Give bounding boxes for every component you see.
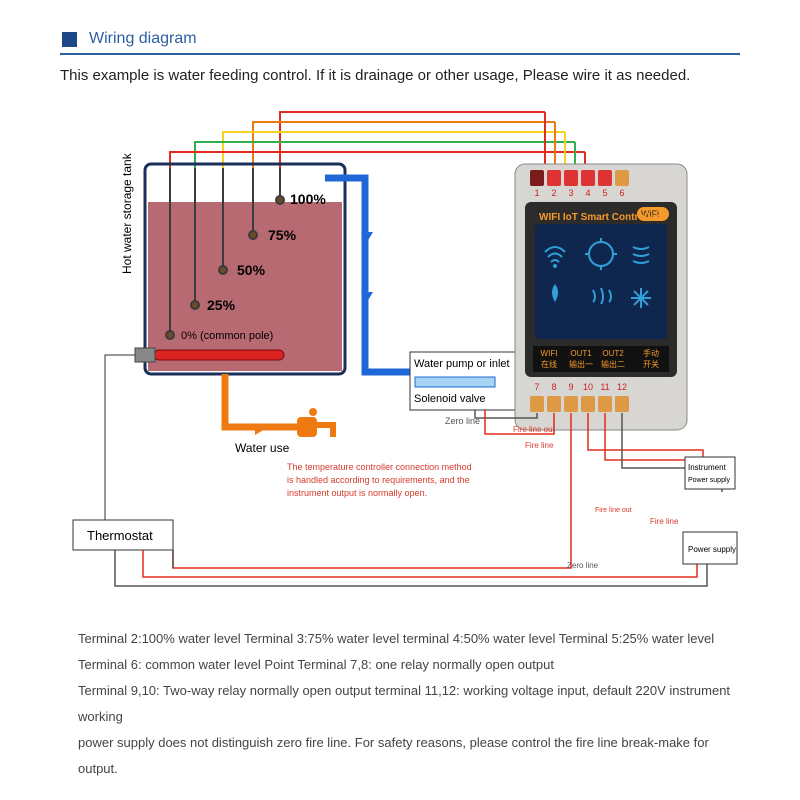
header-square	[62, 32, 77, 47]
svg-text:6: 6	[619, 188, 624, 198]
svg-text:100%: 100%	[290, 191, 326, 207]
svg-text:Zero line: Zero line	[445, 416, 480, 426]
svg-text:7: 7	[534, 382, 539, 392]
svg-text:10: 10	[583, 382, 593, 392]
svg-text:instrument output is normally: instrument output is normally open.	[287, 488, 427, 498]
svg-text:Solenoid valve: Solenoid valve	[414, 393, 486, 405]
svg-text:is handled according to requir: is handled according to requirements, an…	[287, 475, 470, 485]
legend-line: Terminal 6: common water level Point Ter…	[78, 652, 742, 678]
svg-text:在线: 在线	[541, 359, 557, 369]
header-rule	[60, 53, 740, 55]
svg-text:50%: 50%	[237, 262, 266, 278]
svg-text:25%: 25%	[207, 297, 236, 313]
wire-red	[280, 112, 545, 187]
svg-text:9: 9	[568, 382, 573, 392]
right-boxes: Instrument Power supply Power supply	[683, 457, 737, 564]
svg-text:Power supply: Power supply	[688, 545, 736, 554]
svg-text:2: 2	[551, 188, 556, 198]
svg-text:11: 11	[600, 382, 609, 392]
svg-text:Water pump or inlet: Water pump or inlet	[414, 358, 510, 370]
svg-text:Hot water storage tank: Hot water storage tank	[120, 152, 134, 274]
tank: 100% 75% 50% 25% 0% (common pole) Hot wa…	[120, 152, 345, 374]
legend-line: Terminal 9,10: Two-way relay normally op…	[78, 678, 742, 730]
intro-text: This example is water feeding control. I…	[60, 67, 740, 84]
svg-text:75%: 75%	[268, 227, 297, 243]
wiring-diagram: 100% 75% 50% 25% 0% (common pole) Hot wa…	[55, 92, 745, 612]
outlet-pipe	[225, 374, 297, 427]
svg-text:手动: 手动	[643, 348, 659, 358]
svg-text:8: 8	[551, 382, 556, 392]
svg-text:0% (common pole): 0% (common pole)	[181, 330, 273, 342]
svg-text:输出二: 输出二	[601, 359, 625, 369]
legend: Terminal 2:100% water level Terminal 3:7…	[78, 626, 742, 782]
svg-text:输出一: 输出一	[569, 359, 593, 369]
svg-text:WIFI IoT Smart Controller: WIFI IoT Smart Controller	[539, 212, 660, 223]
svg-text:Water pump power supply: Water pump power supply	[383, 428, 488, 438]
pump-box: Water pump or inlet Solenoid valve	[410, 352, 528, 410]
header: Wiring diagram	[0, 0, 800, 53]
svg-text:Fire line out: Fire line out	[513, 425, 556, 434]
svg-text:WIFI: WIFI	[541, 349, 558, 358]
svg-text:3: 3	[568, 188, 573, 198]
legend-line: power supply does not distinguish zero f…	[78, 730, 742, 782]
svg-text:Temperature control: Temperature control	[567, 541, 638, 550]
svg-text:4: 4	[585, 188, 590, 198]
svg-text:Fire line: Fire line	[525, 441, 554, 450]
header-title: Wiring diagram	[89, 30, 197, 48]
svg-text:Thermostat: Thermostat	[87, 528, 153, 543]
svg-text:Zero line: Zero line	[567, 561, 599, 570]
svg-text:Fire line out: Fire line out	[595, 507, 632, 514]
svg-text:Instrument: Instrument	[688, 463, 727, 472]
svg-text:Power supply: Power supply	[688, 477, 731, 484]
controller: 1 2 3 4 5 6 WiFi WIFI IoT Smart Controll…	[515, 164, 687, 430]
svg-text:1: 1	[534, 188, 539, 198]
svg-text:The temperature controller con: The temperature controller connection me…	[287, 462, 472, 472]
svg-text:开关: 开关	[643, 359, 659, 369]
svg-text:Water use: Water use	[235, 441, 290, 455]
svg-text:Fire line: Fire line	[650, 517, 679, 526]
legend-line: Terminal 2:100% water level Terminal 3:7…	[78, 626, 742, 652]
svg-text:12: 12	[617, 382, 627, 392]
svg-text:5: 5	[602, 188, 607, 198]
svg-text:OUT2: OUT2	[602, 349, 624, 358]
thermostat: Thermostat	[73, 355, 173, 550]
svg-text:OUT1: OUT1	[570, 349, 592, 358]
